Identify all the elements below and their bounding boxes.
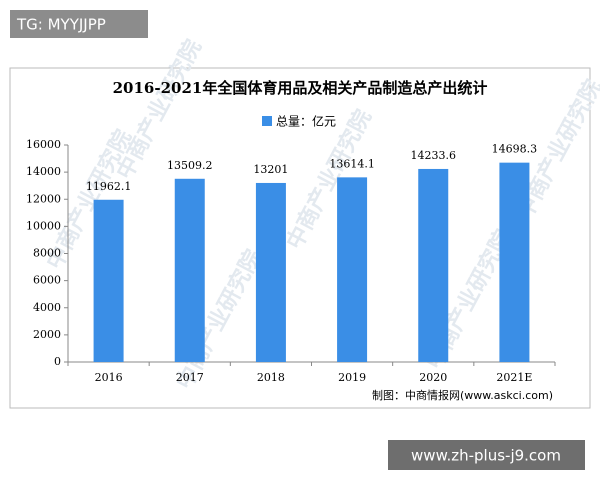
y-tick-label: 2000 xyxy=(33,328,61,341)
value-label: 14233.6 xyxy=(411,149,457,162)
tag-text: TG: MYYJJPP xyxy=(16,16,106,34)
x-tick-label: 2018 xyxy=(257,371,285,384)
legend-label: 总量：亿元 xyxy=(276,114,336,129)
x-tick-label: 2020 xyxy=(419,371,447,384)
y-tick-label: 12000 xyxy=(26,192,61,205)
legend-swatch xyxy=(262,116,272,126)
link-box[interactable] xyxy=(388,440,585,470)
tag-box xyxy=(10,10,148,38)
value-label: 13614.1 xyxy=(329,157,375,170)
value-label: 14698.3 xyxy=(492,143,538,156)
x-tick-label: 2017 xyxy=(176,371,204,384)
y-tick-label: 6000 xyxy=(33,274,61,287)
source: 制图：中商情报网(www.askci.com) xyxy=(372,388,553,402)
y-tick-label: 10000 xyxy=(26,219,61,232)
value-label: 11962.1 xyxy=(86,180,132,193)
bar xyxy=(337,177,368,362)
value-label: 13509.2 xyxy=(167,159,213,172)
bar xyxy=(255,182,286,362)
bar xyxy=(418,168,449,362)
x-tick-label: 2019 xyxy=(338,371,366,384)
y-tick-label: 14000 xyxy=(26,165,61,178)
link-text[interactable]: www.zh-plus-j9.com xyxy=(411,447,561,465)
bar xyxy=(499,162,530,362)
value-label: 13201 xyxy=(253,163,288,176)
x-tick-label: 2016 xyxy=(95,371,123,384)
y-tick-label: 4000 xyxy=(33,301,61,314)
x-tick-label: 2021E xyxy=(496,371,532,384)
bar xyxy=(174,178,205,362)
bar xyxy=(93,199,124,362)
y-tick-label: 0 xyxy=(54,355,61,368)
y-tick-label: 16000 xyxy=(26,138,61,151)
chart-title: 2016-2021年全国体育用品及相关产品制造总产出统计 xyxy=(113,79,488,97)
y-tick-label: 8000 xyxy=(33,247,61,260)
